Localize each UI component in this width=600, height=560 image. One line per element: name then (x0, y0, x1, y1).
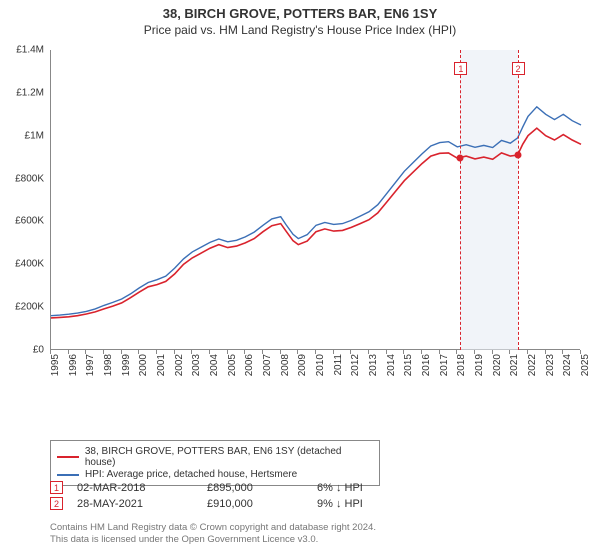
x-tick-label: 2021 (509, 354, 520, 376)
x-tick-label: 2019 (474, 354, 485, 376)
sale-diff-vs-hpi: 6% ↓ HPI (317, 482, 437, 494)
x-axis: 1995 1996 1997 1998 1999 2000 2001 2002 2003 2004… (50, 350, 580, 390)
x-tick-label: 2018 (456, 354, 467, 376)
x-tick-label: 2000 (138, 354, 149, 376)
x-tick-label: 2024 (562, 354, 573, 376)
x-tick-label: 1995 (50, 354, 61, 376)
x-tick-label: 2002 (174, 354, 185, 376)
y-tick-label: £200K (15, 302, 44, 313)
series-property (51, 128, 581, 318)
x-tick-label: 2012 (350, 354, 361, 376)
x-tick-label: 2005 (227, 354, 238, 376)
legend-swatch (57, 474, 79, 476)
x-tick-label: 1999 (121, 354, 132, 376)
x-tick-label: 2014 (386, 354, 397, 376)
series-hpi (51, 107, 581, 316)
chart-container: 38, BIRCH GROVE, POTTERS BAR, EN6 1SY Pr… (0, 0, 600, 560)
x-tick-label: 2010 (315, 354, 326, 376)
footer-line-2: This data is licensed under the Open Gov… (50, 534, 580, 546)
sale-row: 2 28-MAY-2021£910,0009% ↓ HPI (50, 497, 580, 510)
sale-diff-vs-hpi: 9% ↓ HPI (317, 498, 437, 510)
chart-lines (51, 50, 581, 350)
sale-date: 28-MAY-2021 (77, 498, 207, 510)
x-tick-label: 2004 (209, 354, 220, 376)
sales-table: 1 02-MAR-2018£895,0006% ↓ HPI 2 28-MAY-2021… (50, 478, 580, 513)
y-tick-label: £1.4M (16, 45, 44, 56)
x-tick-label: 2023 (545, 354, 556, 376)
sale-row-marker: 1 (50, 481, 63, 494)
y-tick-label: £400K (15, 259, 44, 270)
legend-item: 38, BIRCH GROVE, POTTERS BAR, EN6 1SY (d… (57, 446, 373, 468)
legend-swatch (57, 456, 79, 458)
sale-row: 1 02-MAR-2018£895,0006% ↓ HPI (50, 481, 580, 494)
sale-vline (518, 50, 519, 350)
sale-marker: 2 (512, 62, 525, 75)
sale-date: 02-MAR-2018 (77, 482, 207, 494)
x-tick-label: 2022 (527, 354, 538, 376)
x-tick-label: 2009 (297, 354, 308, 376)
chart-area: £0£200K£400K£600K£800K£1M£1.2M£1.4M 12 1… (0, 50, 600, 390)
x-tick-label: 2015 (403, 354, 414, 376)
x-tick-label: 2025 (580, 354, 591, 376)
x-tick-label: 2016 (421, 354, 432, 376)
plot-area: 12 (50, 50, 580, 350)
chart-subtitle: Price paid vs. HM Land Registry's House … (0, 23, 600, 37)
title-block: 38, BIRCH GROVE, POTTERS BAR, EN6 1SY Pr… (0, 0, 600, 37)
y-axis: £0£200K£400K£600K£800K£1M£1.2M£1.4M (0, 50, 48, 350)
y-tick-label: £1.2M (16, 87, 44, 98)
y-tick-label: £1M (25, 130, 44, 141)
x-tick-label: 2006 (244, 354, 255, 376)
sale-vline (460, 50, 461, 350)
x-tick-label: 2008 (280, 354, 291, 376)
x-tick-label: 1998 (103, 354, 114, 376)
sale-marker: 1 (454, 62, 467, 75)
sale-point (457, 155, 464, 162)
attribution-footer: Contains HM Land Registry data © Crown c… (50, 522, 580, 546)
x-tick-label: 2001 (156, 354, 167, 376)
y-tick-label: £800K (15, 173, 44, 184)
sale-point (514, 152, 521, 159)
legend-label: 38, BIRCH GROVE, POTTERS BAR, EN6 1SY (d… (85, 446, 373, 468)
sale-price: £895,000 (207, 482, 317, 494)
x-tick-label: 2013 (368, 354, 379, 376)
footer-line-1: Contains HM Land Registry data © Crown c… (50, 522, 580, 534)
x-tick-label: 1996 (68, 354, 79, 376)
x-tick-label: 2011 (333, 354, 344, 376)
x-tick-label: 2020 (492, 354, 503, 376)
sale-price: £910,000 (207, 498, 317, 510)
x-tick-label: 1997 (85, 354, 96, 376)
sale-row-marker: 2 (50, 497, 63, 510)
x-tick-label: 2017 (439, 354, 450, 376)
chart-title: 38, BIRCH GROVE, POTTERS BAR, EN6 1SY (0, 6, 600, 21)
x-tick-label: 2007 (262, 354, 273, 376)
x-tick-label: 2003 (191, 354, 202, 376)
y-tick-label: £600K (15, 216, 44, 227)
y-tick-label: £0 (33, 345, 44, 356)
